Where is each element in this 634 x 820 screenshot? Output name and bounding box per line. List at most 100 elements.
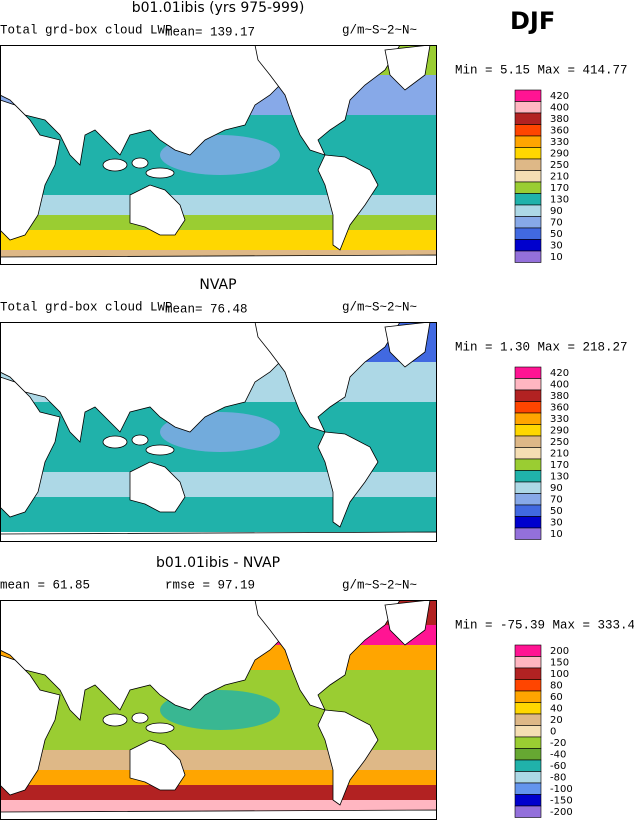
colorbar-swatch: [514, 702, 542, 715]
colorbar-label: 130: [550, 471, 569, 482]
colorbar-swatch: [514, 366, 542, 379]
colorbar-swatch: [514, 112, 542, 125]
map-shading: [0, 230, 437, 250]
map: [0, 322, 437, 542]
colorbar-label: -80: [550, 772, 566, 783]
colorbar-swatch: [514, 193, 542, 206]
colorbar-label: 30: [550, 240, 563, 251]
colorbar-label: 90: [550, 483, 563, 494]
colorbar-label: 330: [550, 137, 569, 148]
colorbar-swatch: [514, 412, 542, 425]
colorbar-swatch: [514, 470, 542, 483]
colorbar-label: -40: [550, 749, 566, 760]
colorbar-label: 0: [550, 726, 556, 737]
colorbar-swatch: [514, 378, 542, 391]
stat-label: rmse = 97.19: [165, 578, 255, 592]
colorbar-label: 50: [550, 506, 563, 517]
colorbar-label: 10: [550, 252, 563, 263]
colorbar-label: 80: [550, 680, 563, 691]
map-shading: [0, 497, 437, 532]
colorbar-swatch: [514, 527, 542, 540]
colorbar-swatch: [514, 771, 542, 784]
colorbar-label: 290: [550, 425, 569, 436]
range-label: Min = -75.39 Max = 333.45: [455, 618, 634, 632]
colorbar-swatch: [514, 690, 542, 703]
colorbar-label: 360: [550, 125, 569, 136]
colorbar-label: 150: [550, 657, 569, 668]
colorbar-label: 170: [550, 183, 569, 194]
colorbar-label: -20: [550, 738, 566, 749]
colorbar-label: 60: [550, 692, 563, 703]
map-frame: [0, 45, 437, 265]
colorbar-label: 70: [550, 217, 563, 228]
stat-label: mean= 139.17: [165, 25, 255, 39]
field-label: Total grd-box cloud LWP: [0, 23, 173, 37]
colorbar-label: 90: [550, 206, 563, 217]
map-shading: [0, 472, 437, 497]
colorbar-swatch: [514, 158, 542, 171]
colorbar-swatch: [514, 725, 542, 738]
colorbar-label: 70: [550, 494, 563, 505]
map-shading: [0, 770, 437, 785]
colorbar-label: 20: [550, 715, 563, 726]
colorbar-swatch: [514, 216, 542, 229]
colorbar-swatch: [514, 458, 542, 471]
colorbar-label: 250: [550, 437, 569, 448]
colorbar-swatch: [514, 239, 542, 252]
colorbar-swatch: [514, 805, 542, 818]
colorbar-label: 420: [550, 368, 569, 379]
colorbar-label: 30: [550, 517, 563, 528]
colorbar-label: 210: [550, 448, 569, 459]
map-shading: [0, 215, 437, 230]
season-label: DJF: [510, 7, 555, 35]
colorbar-label: 400: [550, 379, 569, 390]
colorbar-swatch: [514, 89, 542, 102]
colorbar-swatch: [514, 493, 542, 506]
colorbar-label: -200: [550, 807, 573, 818]
panel-title: NVAP: [199, 277, 236, 293]
colorbar-label: 50: [550, 229, 563, 240]
colorbar-swatch: [514, 170, 542, 183]
range-label: Min = 5.15 Max = 414.77: [455, 63, 628, 77]
colorbar-label: 380: [550, 114, 569, 125]
colorbar-swatch: [514, 782, 542, 795]
map-shading: [0, 195, 437, 215]
map-frame: [0, 322, 437, 542]
stat-label: mean= 76.48: [165, 302, 248, 316]
units-label: g/m~S~2~N~: [342, 23, 417, 37]
colorbar-swatch: [514, 481, 542, 494]
colorbar-swatch: [514, 124, 542, 137]
colorbar-swatch: [514, 748, 542, 761]
colorbar-swatch: [514, 147, 542, 160]
colorbar-swatch: [514, 204, 542, 217]
colorbar-label: 40: [550, 703, 563, 714]
colorbar-swatch: [514, 713, 542, 726]
map: [0, 600, 437, 820]
colorbar-swatch: [514, 504, 542, 517]
colorbar-label: 400: [550, 102, 569, 113]
colorbar-label: 330: [550, 414, 569, 425]
colorbar-swatch: [514, 181, 542, 194]
colorbar-label: 420: [550, 91, 569, 102]
colorbar-swatch: [514, 435, 542, 448]
panel-title: b01.01ibis (yrs 975-999): [132, 0, 305, 16]
colorbar-swatch: [514, 250, 542, 263]
colorbar-label: 200: [550, 646, 569, 657]
colorbar-swatch: [514, 679, 542, 692]
units-label: g/m~S~2~N~: [342, 578, 417, 592]
colorbar-swatch: [514, 656, 542, 669]
units-label: g/m~S~2~N~: [342, 300, 417, 314]
colorbar-label: -60: [550, 761, 566, 772]
colorbar-swatch: [514, 794, 542, 807]
colorbar-label: 210: [550, 171, 569, 182]
colorbar-swatch: [514, 516, 542, 529]
colorbar-swatch: [514, 389, 542, 402]
colorbar-swatch: [514, 667, 542, 680]
colorbar-label: 380: [550, 391, 569, 402]
map-shading: [0, 750, 437, 770]
colorbar-label: 170: [550, 460, 569, 471]
colorbar-swatch: [514, 401, 542, 414]
stat-label: mean = 61.85: [0, 578, 90, 592]
colorbar-label: 290: [550, 148, 569, 159]
